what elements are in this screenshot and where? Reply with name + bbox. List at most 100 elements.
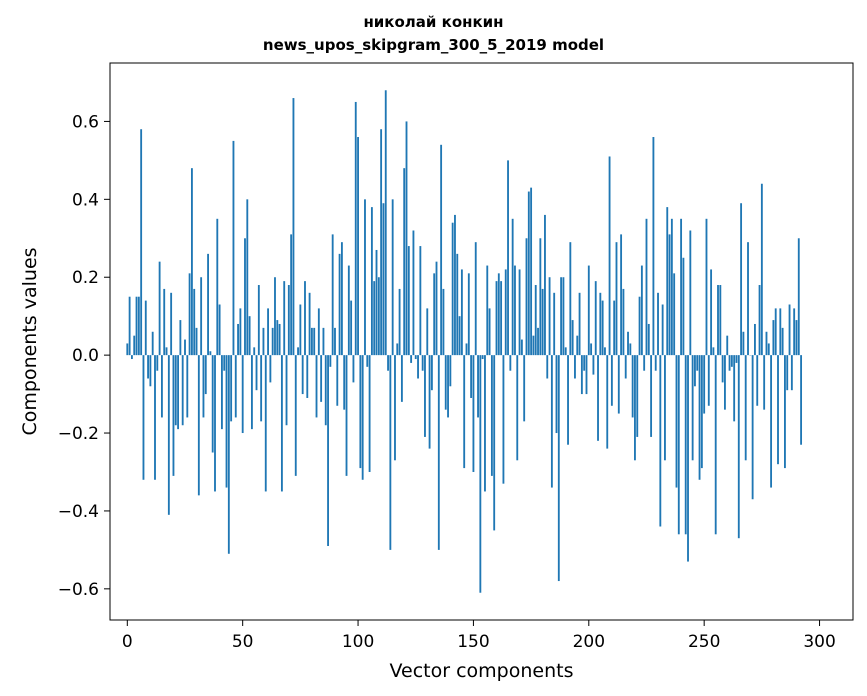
bar	[774, 308, 777, 356]
bar	[705, 218, 708, 356]
bar	[631, 355, 634, 418]
bar	[283, 281, 286, 356]
bar	[712, 347, 715, 356]
bar	[707, 355, 710, 406]
bar	[544, 214, 546, 356]
bar	[700, 355, 703, 469]
bar	[163, 288, 166, 356]
bar	[373, 281, 376, 356]
bar	[640, 265, 643, 356]
bar	[629, 343, 632, 356]
bar	[317, 308, 320, 356]
bar	[370, 207, 373, 356]
bar	[460, 269, 463, 356]
bar	[193, 288, 196, 356]
bar	[657, 292, 659, 356]
bar	[292, 98, 295, 356]
bar	[477, 355, 479, 418]
bar	[301, 355, 304, 395]
bar	[638, 296, 641, 356]
bar	[172, 355, 175, 476]
x-tick-label: 200	[573, 632, 605, 652]
bar	[562, 277, 565, 356]
bar	[714, 355, 717, 535]
bar	[394, 355, 396, 461]
bar	[128, 296, 131, 356]
bar	[696, 355, 699, 371]
bar	[322, 327, 325, 356]
bar	[493, 355, 496, 531]
x-tick-label: 100	[342, 632, 374, 652]
bar	[297, 347, 299, 356]
bar	[500, 281, 503, 356]
bar	[659, 355, 662, 527]
bar	[520, 339, 523, 356]
bar	[770, 355, 773, 488]
bar	[400, 355, 403, 402]
bar	[389, 355, 392, 550]
bar	[244, 238, 246, 356]
bar	[502, 355, 505, 484]
bar	[594, 281, 597, 356]
bar	[237, 323, 239, 356]
bar	[304, 281, 306, 356]
bar	[523, 355, 526, 422]
x-axis-ticks: 0 50 100 150 200 250 300	[122, 620, 836, 652]
bar	[456, 253, 459, 356]
bar	[754, 323, 756, 356]
bar	[728, 355, 731, 371]
bar	[772, 320, 775, 356]
bar	[430, 355, 433, 391]
bar	[645, 218, 648, 356]
bar	[530, 187, 533, 356]
bar	[454, 214, 456, 356]
bars-layer	[126, 90, 803, 593]
bar	[179, 320, 182, 356]
bar	[793, 308, 796, 356]
bar	[421, 355, 424, 371]
bar	[359, 355, 362, 469]
bar	[361, 355, 364, 480]
bar	[315, 355, 318, 418]
bar	[149, 355, 152, 387]
bar	[239, 308, 242, 356]
chart-title-line-2: news_upos_skipgram_300_5_2019 model	[262, 36, 605, 54]
bar	[347, 265, 350, 356]
bar	[428, 355, 431, 449]
bar	[675, 355, 678, 488]
bar	[329, 355, 332, 367]
bar	[574, 355, 576, 379]
bar	[310, 327, 313, 356]
bar	[449, 355, 452, 387]
bar	[225, 355, 228, 488]
bar	[340, 242, 343, 356]
bar	[214, 355, 216, 492]
bar	[767, 343, 770, 356]
bar	[350, 300, 353, 356]
bar	[680, 218, 683, 356]
bar	[327, 355, 329, 546]
bar	[668, 234, 671, 356]
bar	[444, 355, 447, 410]
bar	[550, 355, 553, 488]
x-tick-label: 300	[803, 632, 835, 652]
x-tick-label: 250	[688, 632, 720, 652]
bar	[170, 292, 173, 356]
bar	[703, 355, 706, 414]
bar	[276, 320, 279, 356]
bar	[151, 331, 154, 356]
bar	[578, 292, 581, 356]
bar	[643, 355, 646, 371]
bar	[211, 355, 214, 453]
bar	[414, 355, 417, 360]
bar	[786, 355, 789, 391]
bar	[186, 355, 189, 418]
bar	[539, 238, 542, 356]
bar	[587, 265, 590, 356]
bar	[232, 140, 235, 356]
bar	[336, 355, 339, 406]
bar	[264, 355, 267, 492]
bar	[622, 288, 625, 356]
bar	[260, 355, 263, 422]
bar	[634, 355, 636, 461]
